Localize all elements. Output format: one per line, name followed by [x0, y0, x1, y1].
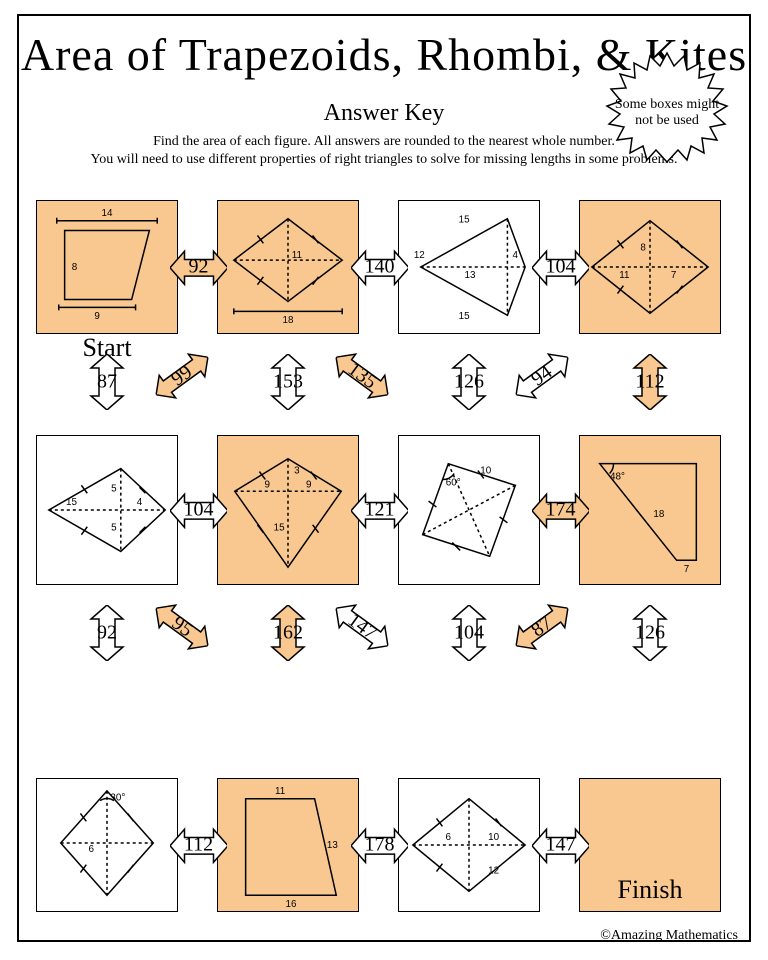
svg-text:9: 9: [94, 311, 100, 322]
h-arrow: 174: [532, 488, 590, 532]
v-arrow: 92: [85, 605, 129, 661]
v-arrow: 153: [266, 354, 310, 410]
cell-r2c2: 39915: [217, 435, 359, 585]
svg-text:8: 8: [72, 262, 78, 273]
v-arrow: 104: [447, 605, 491, 661]
svg-text:13: 13: [327, 840, 338, 851]
svg-text:5: 5: [111, 523, 117, 534]
cell-r3c4: Finish: [579, 778, 721, 912]
cell-r3c2: 11 13 16: [217, 778, 359, 912]
svg-text:11: 11: [292, 250, 302, 261]
svg-text:14: 14: [102, 208, 113, 219]
cell-r3c1: 30° 6: [36, 778, 178, 912]
svg-text:9: 9: [265, 479, 271, 490]
svg-text:4: 4: [513, 250, 519, 261]
diag-arrow: 135: [330, 354, 394, 398]
v-arrow: 126: [628, 605, 672, 661]
svg-text:6: 6: [88, 844, 94, 855]
svg-text:9: 9: [306, 479, 312, 490]
h-arrow: 104: [170, 488, 228, 532]
svg-text:48°: 48°: [610, 471, 625, 482]
h-arrow: 121: [351, 488, 409, 532]
diag-arrow: 147: [330, 605, 394, 649]
svg-text:12: 12: [488, 866, 499, 877]
svg-text:60°: 60°: [446, 477, 461, 488]
v-arrow: 112: [628, 354, 672, 410]
h-arrow: 147: [532, 823, 590, 867]
svg-text:10: 10: [488, 832, 499, 843]
svg-text:12: 12: [414, 250, 425, 261]
svg-text:3: 3: [294, 466, 300, 477]
svg-text:30°: 30°: [110, 793, 125, 804]
finish-label: Finish: [617, 875, 682, 905]
svg-text:6: 6: [446, 832, 452, 843]
h-arrow: 104: [532, 245, 590, 289]
h-arrow: 112: [170, 823, 228, 867]
h-arrow: 140: [351, 245, 409, 289]
burst-text: Some boxes might not be used: [612, 97, 722, 129]
cell-r2c4: 48° 18 7: [579, 435, 721, 585]
svg-text:7: 7: [671, 270, 676, 281]
svg-text:7: 7: [684, 564, 689, 575]
starburst-badge: Some boxes might not be used: [602, 48, 732, 178]
svg-text:4: 4: [137, 497, 143, 508]
instruction-2: You will need to use different propertie…: [90, 152, 677, 168]
h-arrow: 92: [170, 245, 228, 289]
instruction-1: Find the area of each figure. All answer…: [153, 134, 615, 150]
diag-arrow: 95: [150, 605, 214, 649]
v-arrow: 162: [266, 605, 310, 661]
cell-r1c3: 15 12 13 4 15: [398, 200, 540, 334]
svg-text:15: 15: [274, 523, 285, 534]
svg-text:8: 8: [640, 242, 646, 253]
diag-arrow: 94: [510, 354, 574, 398]
svg-text:11: 11: [619, 270, 629, 281]
svg-text:16: 16: [285, 899, 296, 910]
diag-arrow: 99: [150, 354, 214, 398]
svg-text:15: 15: [459, 215, 470, 226]
cell-r1c1: 1498Start: [36, 200, 178, 334]
svg-text:15: 15: [66, 497, 77, 508]
cell-r2c3: 1060°: [398, 435, 540, 585]
cell-r1c2: 11 18: [217, 200, 359, 334]
svg-text:5: 5: [111, 483, 117, 494]
svg-text:13: 13: [465, 270, 476, 281]
svg-text:18: 18: [653, 509, 664, 520]
copyright: ©Amazing Mathematics: [600, 928, 738, 944]
subtitle: Answer Key: [324, 100, 445, 127]
cell-r2c1: 15 5 5 4: [36, 435, 178, 585]
svg-text:15: 15: [459, 311, 470, 322]
svg-text:11: 11: [275, 786, 285, 797]
v-arrow: 87: [85, 354, 129, 410]
h-arrow: 178: [351, 823, 409, 867]
svg-text:18: 18: [283, 315, 294, 326]
cell-r1c4: 8 7 11: [579, 200, 721, 334]
diag-arrow: 87: [510, 605, 574, 649]
cell-r3c3: 6 10 12: [398, 778, 540, 912]
v-arrow: 126: [447, 354, 491, 410]
